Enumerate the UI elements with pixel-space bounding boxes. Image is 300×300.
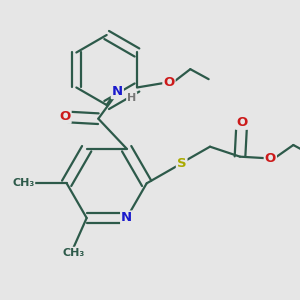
Text: O: O xyxy=(164,76,175,89)
Text: S: S xyxy=(177,157,187,170)
Text: O: O xyxy=(265,152,276,165)
Text: CH₃: CH₃ xyxy=(12,178,34,188)
Text: N: N xyxy=(121,212,132,224)
Text: CH₃: CH₃ xyxy=(62,248,85,258)
Text: O: O xyxy=(236,116,247,129)
Text: N: N xyxy=(112,85,123,98)
Text: O: O xyxy=(59,110,70,123)
Text: H: H xyxy=(127,93,136,103)
